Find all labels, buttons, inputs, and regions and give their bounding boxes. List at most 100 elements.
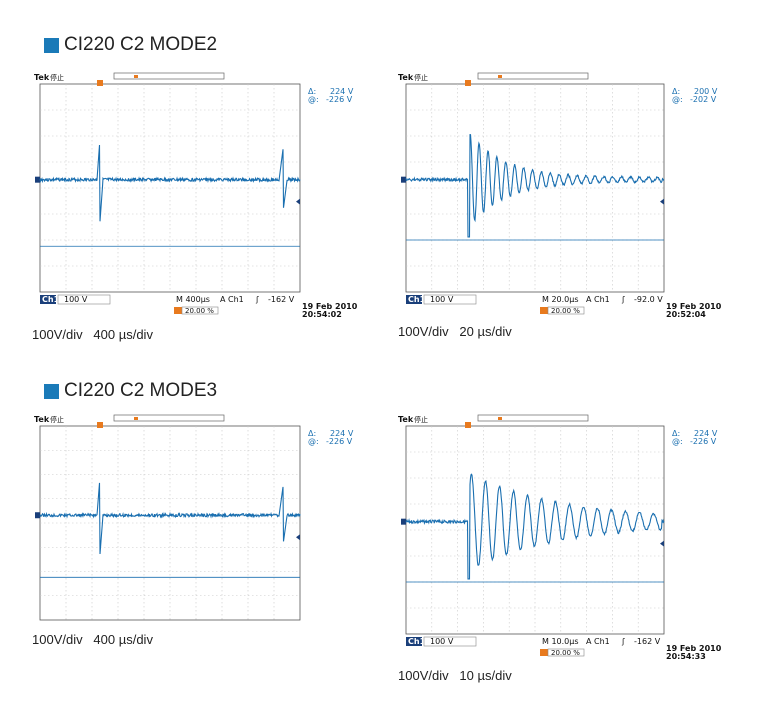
cursor-delta-value: 224 V	[330, 429, 354, 438]
channel-badge	[406, 295, 422, 304]
cursor-at-value: -202 V	[690, 95, 717, 104]
acq-status: 停止	[414, 415, 428, 424]
signal-trace	[39, 482, 301, 555]
oscilloscope-screen-mode2-400us: Tek 停止 Δ: 224 V @: -226 V Ch1 100 V M 400µs A Ch1…	[34, 72, 364, 338]
capture-date: 19 Feb 2010	[302, 302, 358, 311]
record-bar	[477, 72, 589, 80]
cursor-at-label: @:	[672, 95, 683, 104]
channel-scale: 100 V	[430, 295, 454, 304]
channel-badge	[406, 637, 422, 646]
trigger-marker-icon	[97, 422, 103, 428]
ground-marker-icon	[401, 518, 406, 525]
acq-status: 停止	[50, 415, 64, 424]
trigger-level-arrow-icon	[296, 534, 300, 541]
cursor-delta-label: Δ:	[672, 429, 680, 438]
signal-trace	[39, 144, 301, 222]
trigger-level-arrow-icon	[660, 198, 664, 205]
position-box	[547, 306, 585, 315]
trigger-level: -162 V	[634, 637, 661, 646]
channel-scale-box	[423, 294, 477, 305]
tek-logo: Tek	[34, 73, 50, 82]
caption-scale: 100V/div 400 µs/div	[32, 632, 153, 647]
scope-svg: Tek 停止 Δ: 224 V @: -226 V Ch1 100 V M 10.0µs A Ch…	[398, 414, 722, 661]
trigger-source: A Ch1	[586, 295, 610, 304]
record-bar	[477, 414, 589, 422]
title-marker	[44, 37, 59, 53]
tek-logo: Tek	[398, 73, 414, 82]
caption-scale: 100V/div 400 µs/div	[32, 327, 153, 342]
tek-logo: Tek	[34, 415, 50, 424]
caption-scale: 100V/div 20 µs/div	[398, 324, 512, 339]
trigger-level-arrow-icon	[660, 540, 664, 547]
cursor-delta-label: Δ:	[308, 87, 316, 96]
oscilloscope-screen-mode2-20us: Tek 停止 Δ: 200 V @: -202 V Ch1 100 V M 20.0µs A Ch…	[398, 72, 728, 338]
capture-date: 19 Feb 2010	[666, 644, 722, 653]
ground-marker-icon	[401, 176, 406, 183]
trigger-marker-icon	[465, 80, 471, 86]
channel-badge-text: Ch1	[408, 295, 426, 304]
channel-scale: 100 V	[430, 637, 454, 646]
title-marker	[44, 383, 59, 399]
trigger-pos-marker	[498, 75, 502, 78]
timebase-readout: M 10.0µs	[542, 637, 579, 646]
channel-badge-text: Ch1	[42, 295, 60, 304]
cursor-at-value: -226 V	[690, 437, 717, 446]
trigger-pos-marker	[134, 417, 138, 420]
section-title-text: CI220 C2 MODE2	[64, 34, 218, 55]
cursor-delta-value: 200 V	[694, 87, 718, 96]
cursor-delta-label: Δ:	[308, 429, 316, 438]
trigger-level: -92.0 V	[634, 295, 663, 304]
trigger-slope: ʃ	[255, 295, 259, 304]
capture-time: 20:52:04	[666, 310, 706, 319]
cursor-delta-label: Δ:	[672, 87, 680, 96]
trigger-level: -162 V	[268, 295, 295, 304]
capture-time: 20:54:33	[666, 652, 706, 661]
trigger-pos-marker	[498, 417, 502, 420]
ground-marker-icon	[35, 512, 40, 519]
cursor-delta-value: 224 V	[330, 87, 354, 96]
scope-svg: Tek 停止 Δ: 200 V @: -202 V Ch1 100 V M 20.0µs A Ch…	[398, 72, 722, 319]
signal-trace	[405, 473, 665, 580]
section-title-mode3: CI220 C2 MODE3	[44, 380, 217, 402]
timebase-readout: M 20.0µs	[542, 295, 579, 304]
section-title-text: CI220 C2 MODE3	[64, 380, 218, 401]
ground-marker-icon	[35, 176, 40, 183]
tek-logo: Tek	[398, 415, 414, 424]
channel-scale: 100 V	[64, 295, 88, 304]
position-readout: 20.00 %	[551, 307, 580, 315]
trigger-pos-marker	[134, 75, 138, 78]
scope-svg: Tek 停止 Δ: 224 V @: -226 V	[34, 414, 354, 621]
trigger-source: A Ch1	[220, 295, 244, 304]
trigger-slope: ʃ	[621, 637, 625, 646]
acq-status: 停止	[414, 73, 428, 82]
section-title-mode2: CI220 C2 MODE2	[44, 34, 217, 56]
position-readout: 20.00 %	[551, 649, 580, 657]
trigger-source: A Ch1	[586, 637, 610, 646]
cursor-at-label: @:	[308, 95, 319, 104]
acq-status: 停止	[50, 73, 64, 82]
scope-svg: Tek 停止 Δ: 224 V @: -226 V Ch1 100 V M 400µs A Ch1…	[34, 72, 358, 319]
position-marker-icon	[540, 649, 548, 656]
channel-scale-box	[423, 636, 477, 647]
cursor-at-label: @:	[672, 437, 683, 446]
cursor-delta-value: 224 V	[694, 429, 718, 438]
trigger-level-arrow-icon	[296, 198, 300, 205]
channel-scale-box	[57, 294, 111, 305]
trigger-slope: ʃ	[621, 295, 625, 304]
position-marker-icon	[174, 307, 182, 314]
position-marker-icon	[540, 307, 548, 314]
position-box	[547, 648, 585, 657]
cursor-at-value: -226 V	[326, 437, 353, 446]
oscilloscope-screen-mode3-10us: Tek 停止 Δ: 224 V @: -226 V Ch1 100 V M 10.0µs A Ch…	[398, 414, 728, 680]
timebase-readout: M 400µs	[176, 295, 210, 304]
position-box	[181, 306, 219, 315]
trigger-marker-icon	[97, 80, 103, 86]
caption-scale: 100V/div 10 µs/div	[398, 668, 512, 683]
record-bar	[113, 414, 225, 422]
cursor-at-label: @:	[308, 437, 319, 446]
capture-date: 19 Feb 2010	[666, 302, 722, 311]
oscilloscope-screen-mode3-400us: Tek 停止 Δ: 224 V @: -226 V	[34, 414, 364, 666]
channel-badge-text: Ch1	[408, 637, 426, 646]
record-bar	[113, 72, 225, 80]
trigger-marker-icon	[465, 422, 471, 428]
